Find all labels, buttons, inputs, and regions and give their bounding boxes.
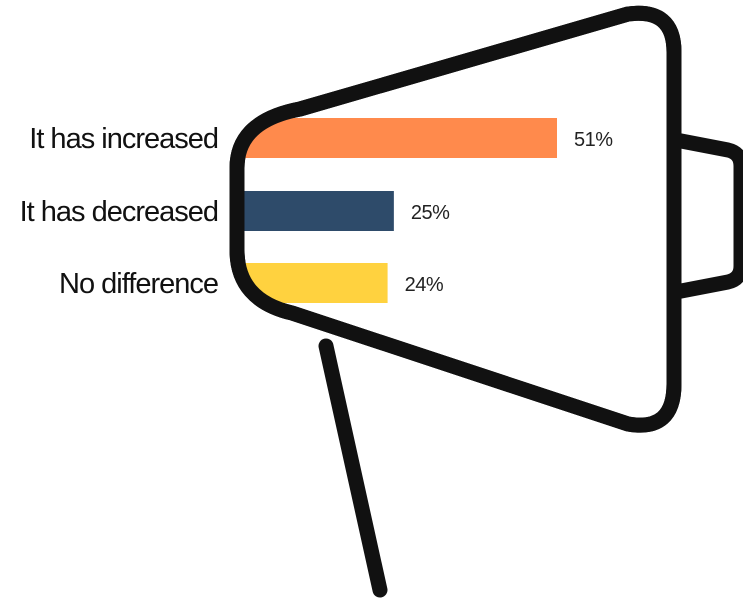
value-labels: 51% 25% 24% <box>405 129 614 296</box>
bars-group <box>237 118 557 303</box>
megaphone-body-outline <box>229 5 682 433</box>
value-label-it-has-increased: 51% <box>574 129 613 151</box>
category-label-it-has-decreased: It has decreased <box>20 196 218 228</box>
value-label-it-has-decreased: 25% <box>411 202 450 224</box>
bar-it-has-decreased <box>237 191 394 231</box>
value-label-no-difference: 24% <box>405 274 444 296</box>
bar-it-has-increased <box>237 118 557 158</box>
category-label-no-difference: No difference <box>59 268 218 300</box>
category-labels: It has increased It has decreased No dif… <box>20 123 219 300</box>
megaphone-handle <box>318 338 388 598</box>
category-label-it-has-increased: It has increased <box>29 123 218 155</box>
megaphone-mouthpiece <box>674 132 743 300</box>
